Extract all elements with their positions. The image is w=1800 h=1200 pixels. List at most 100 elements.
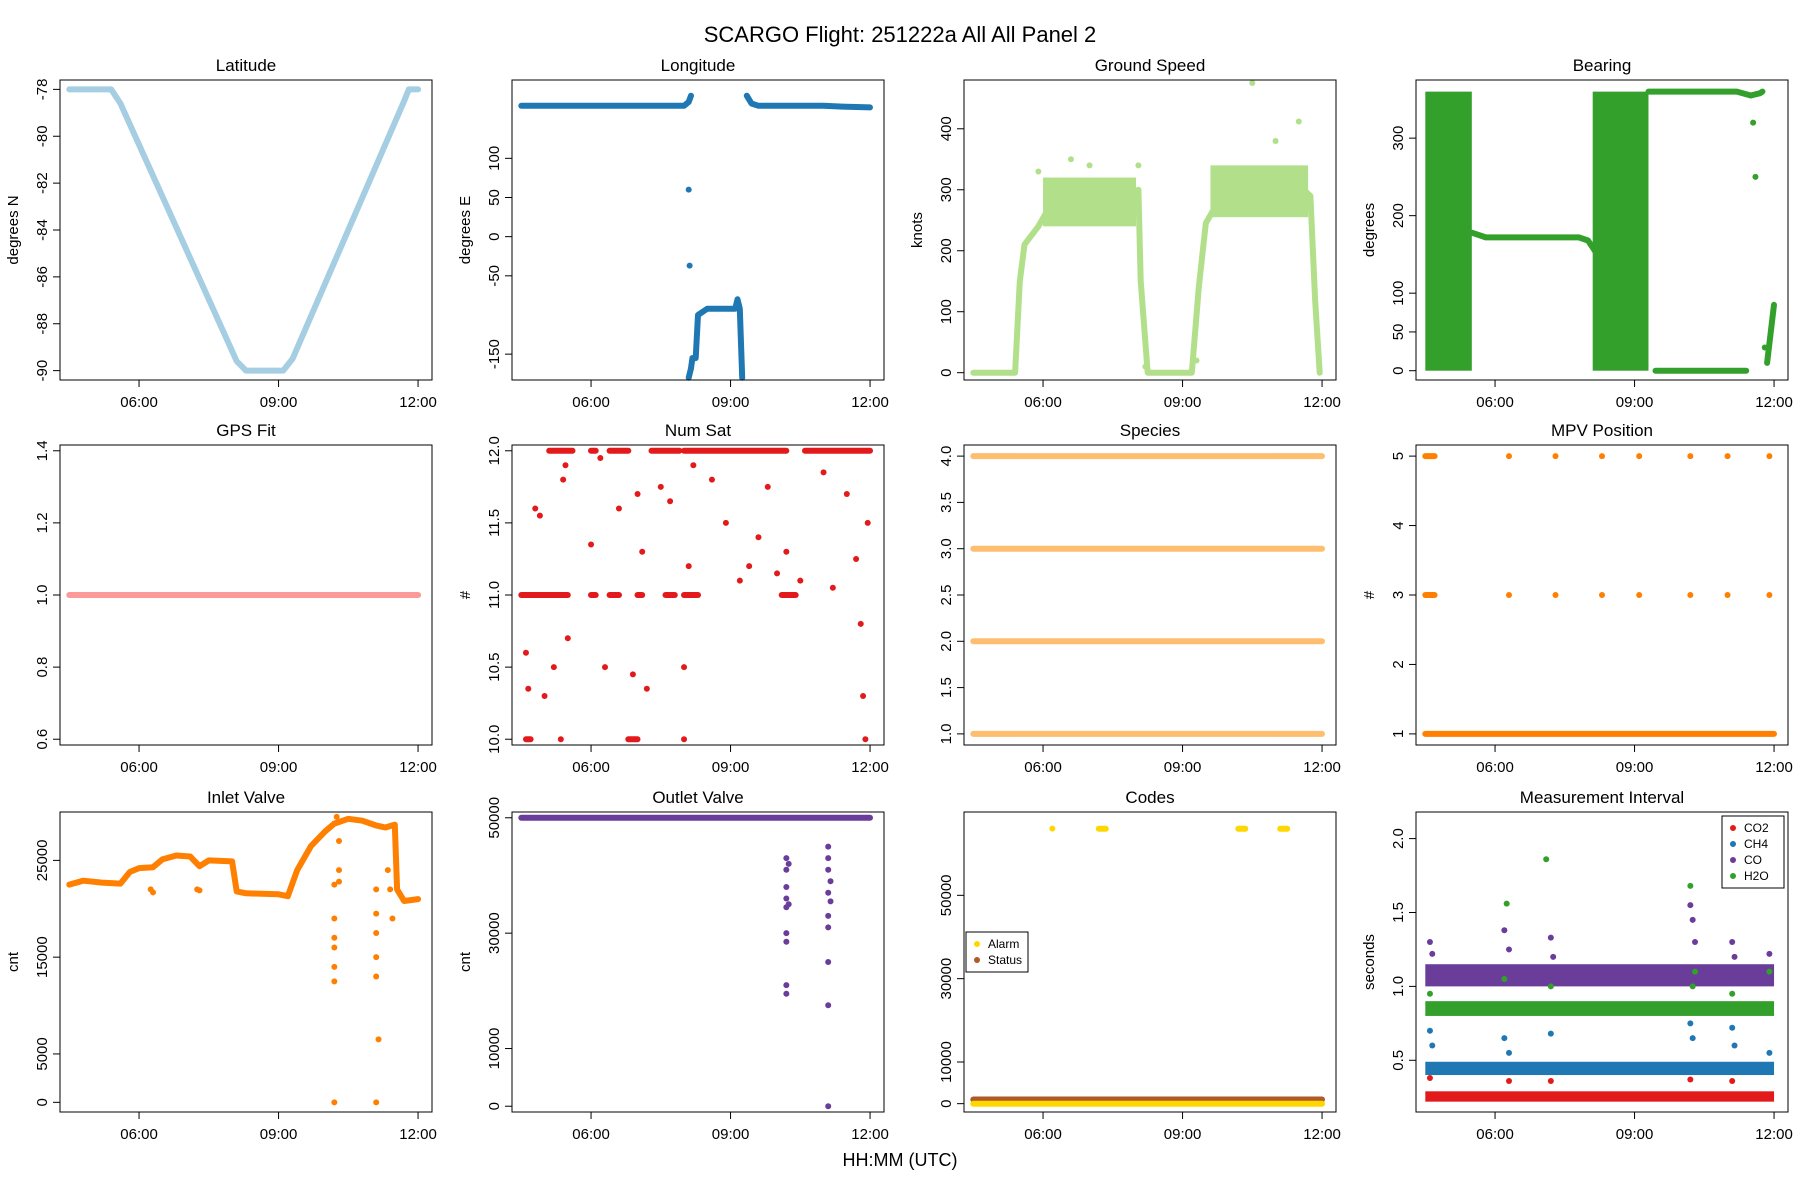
num-sat-series-1-point-31 — [783, 548, 790, 555]
num-sat-series-1-point-40 — [864, 519, 871, 526]
measurement-interval-plot-frame — [1415, 811, 1789, 1113]
outlet-valve-y-tick-label-0: 0 — [486, 1102, 503, 1110]
measurement-interval-h2o-point-6 — [1547, 983, 1554, 990]
measurement-interval-h2o-band-0 — [1425, 1001, 1775, 1016]
ground-speed-y-tick-label-0: 0 — [938, 369, 955, 377]
ground-speed-series-1-point-0 — [1249, 80, 1256, 87]
num-sat-y-axis-label: # — [457, 590, 474, 599]
mpv-position-series-1-point-11 — [1687, 592, 1694, 598]
outlet-valve-series-1-point-1 — [783, 866, 790, 873]
longitude-series-1-point-1 — [686, 262, 693, 269]
ground-speed-plot-frame — [963, 79, 1337, 381]
outlet-valve-series-1-point-0 — [783, 855, 790, 862]
mpv-position-y-axis-label: # — [1361, 590, 1378, 599]
measurement-interval-legend-label-h2o: H2O — [1744, 869, 1769, 883]
num-sat-series-1-point-36 — [853, 555, 860, 562]
measurement-interval-co-point-2 — [1501, 927, 1508, 934]
measurement-interval-x-tick-label-0: 06:00 — [1476, 1126, 1514, 1143]
outlet-valve-series-1-point-2 — [783, 884, 790, 890]
measurement-interval-co-point-9 — [1729, 939, 1736, 946]
measurement-interval-co-point-11 — [1766, 950, 1773, 957]
measurement-interval-y-tick-label-2: 1.5 — [1390, 902, 1407, 923]
codes-legend-box — [965, 931, 1029, 973]
inlet-valve-series-1-point-1 — [150, 889, 156, 896]
num-sat-x-tick-label-2: 12:00 — [851, 759, 889, 776]
longitude-series-1-point-0 — [685, 186, 692, 193]
ground-speed-series-1-point-6 — [1035, 168, 1042, 175]
num-sat-series-1-point-8 — [562, 462, 569, 469]
longitude-series-1-trace-0 — [518, 92, 694, 109]
codes-legend: Alarm Status — [965, 931, 1029, 973]
codes-plot-frame — [963, 811, 1337, 1113]
measurement-interval-co2-point-2 — [1547, 1077, 1554, 1084]
measurement-interval-ch4-point-5 — [1687, 1020, 1694, 1027]
codes-y-tick-label-3: 50000 — [938, 874, 955, 916]
num-sat-series-1-point-20 — [681, 664, 688, 671]
num-sat-series-1-point-7 — [560, 476, 567, 483]
num-sat-series-1-point-24 — [708, 476, 715, 483]
inlet-valve-x-tick-label-2: 12:00 — [399, 1126, 437, 1143]
num-sat-series-1-point-39 — [862, 736, 869, 743]
measurement-interval-h2o-point-0 — [1503, 900, 1510, 907]
inlet-valve-series-1-point-16 — [373, 910, 380, 917]
num-sat-series-1-point-12 — [602, 664, 608, 671]
longitude-x-tick-label-1: 09:00 — [712, 394, 750, 411]
mpv-position-series-1-point-10 — [1636, 592, 1643, 598]
num-sat-series-1-point-5 — [550, 664, 557, 671]
inlet-valve-series-1-point-23 — [387, 886, 394, 893]
mpv-position-x-tick-label-0: 06:00 — [1476, 759, 1514, 776]
bearing-y-tick-label-2: 100 — [1390, 281, 1407, 306]
inlet-valve-series-1-point-15 — [373, 886, 380, 893]
inlet-valve-series-1-point-9 — [331, 978, 338, 985]
ground-speed-series-1-point-2 — [1135, 162, 1142, 169]
num-sat-series-1-point-23 — [690, 462, 697, 469]
measurement-interval-co-point-5 — [1550, 953, 1557, 960]
measurement-interval-ch4-point-3 — [1506, 1049, 1512, 1056]
outlet-valve-series-1-point-12 — [825, 855, 832, 862]
num-sat-series-1-point-13 — [615, 505, 622, 512]
latitude-y-tick-label-0: -90 — [34, 360, 51, 382]
outlet-valve-series-1-point-19 — [825, 1103, 832, 1110]
codes-x-tick-label-2: 12:00 — [1303, 1126, 1341, 1143]
num-sat-series-1-point-0 — [522, 649, 529, 656]
measurement-interval-co-point-10 — [1731, 953, 1738, 960]
num-sat-series-1-point-33 — [820, 469, 827, 476]
inlet-valve-plot-frame — [59, 811, 433, 1113]
num-sat-series-1-point-28 — [755, 534, 762, 541]
latitude-y-tick-label-2: -86 — [34, 266, 51, 288]
species-plot-frame — [963, 444, 1337, 746]
bearing-plot-frame — [1415, 79, 1789, 381]
latitude-x-tick-label-1: 09:00 — [260, 394, 298, 411]
panel-codes: Codes 06:00 09:00 12:00 0 10000 30000 50000 Alar… — [938, 788, 1341, 1143]
outlet-valve-series-1-point-21 — [827, 898, 834, 905]
inlet-valve-title: Inlet Valve — [207, 788, 285, 807]
bearing-x-tick-label-2: 12:00 — [1755, 394, 1793, 411]
inlet-valve-series-1-point-14 — [331, 1099, 338, 1106]
inlet-valve-series-1-point-3 — [196, 887, 203, 894]
latitude-y-axis-label: degrees N — [5, 195, 22, 264]
num-sat-series-1-point-4 — [541, 692, 548, 699]
num-sat-series-1-point-16 — [639, 548, 646, 555]
measurement-interval-ch4-point-8 — [1731, 1042, 1738, 1049]
mpv-position-series-1-point-0 — [1506, 453, 1512, 460]
num-sat-series-1-point-3 — [536, 512, 543, 519]
outlet-valve-series-1-point-9 — [785, 860, 792, 867]
measurement-interval-co2-point-4 — [1729, 1077, 1736, 1084]
measurement-interval-co-point-1 — [1429, 950, 1436, 957]
mpv-position-series-1-point-4 — [1687, 453, 1694, 460]
measurement-interval-x-tick-label-2: 12:00 — [1755, 1126, 1793, 1143]
outlet-valve-x-tick-label-0: 06:00 — [572, 1126, 610, 1143]
bearing-y-tick-label-0: 0 — [1390, 367, 1407, 375]
mpv-position-series-1-point-12 — [1724, 592, 1731, 598]
measurement-interval-x-tick-label-1: 09:00 — [1616, 1126, 1654, 1143]
gps-fit-y-tick-label-1: 0.8 — [34, 657, 51, 678]
measurement-interval-ch4-point-4 — [1547, 1030, 1554, 1037]
measurement-interval-ch4-point-0 — [1426, 1027, 1433, 1034]
measurement-interval-legend-label-co2: CO2 — [1744, 821, 1769, 835]
bearing-x-tick-label-1: 09:00 — [1616, 394, 1654, 411]
latitude-y-tick-label-1: -88 — [34, 313, 51, 335]
inlet-valve-series-1-point-24 — [389, 915, 396, 922]
ground-speed-series-1-trace-0 — [970, 180, 1323, 376]
inlet-valve-series-1-point-10 — [333, 813, 340, 820]
num-sat-series-1-point-27 — [746, 563, 753, 570]
